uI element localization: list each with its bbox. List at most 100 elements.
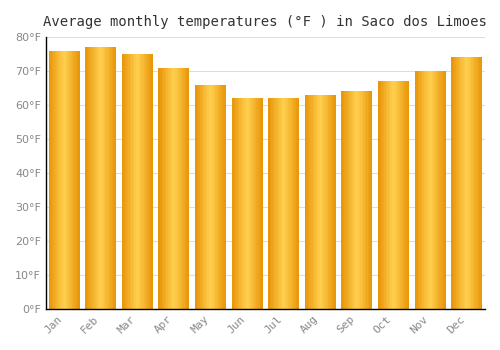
Bar — [246, 98, 247, 309]
Bar — [363, 91, 364, 309]
Bar — [104, 47, 106, 309]
Bar — [378, 81, 380, 309]
Bar — [464, 57, 465, 309]
Bar — [168, 68, 170, 309]
Bar — [101, 47, 102, 309]
Bar — [140, 54, 142, 309]
Bar — [132, 54, 134, 309]
Bar — [305, 95, 306, 309]
Title: Average monthly temperatures (°F ) in Saco dos Limoes: Average monthly temperatures (°F ) in Sa… — [44, 15, 488, 29]
Bar — [440, 71, 441, 309]
Bar — [261, 98, 262, 309]
Bar — [209, 85, 210, 309]
Bar — [458, 57, 459, 309]
Bar — [148, 54, 150, 309]
Bar — [256, 98, 258, 309]
Bar — [107, 47, 108, 309]
Bar — [392, 81, 394, 309]
Bar — [48, 51, 50, 309]
Bar — [242, 98, 244, 309]
Bar — [418, 71, 419, 309]
Bar — [343, 91, 344, 309]
Bar — [125, 54, 126, 309]
Bar — [130, 54, 131, 309]
Bar — [456, 57, 458, 309]
Bar — [102, 47, 104, 309]
Bar — [362, 91, 363, 309]
Bar — [381, 81, 382, 309]
Bar — [160, 68, 162, 309]
Bar — [270, 98, 272, 309]
Bar — [62, 51, 64, 309]
Bar — [370, 91, 371, 309]
Bar — [444, 71, 446, 309]
Bar — [146, 54, 148, 309]
Bar — [472, 57, 473, 309]
Bar — [348, 91, 349, 309]
Bar — [98, 47, 99, 309]
Bar — [398, 81, 400, 309]
Bar — [236, 98, 238, 309]
Bar — [177, 68, 178, 309]
Bar — [333, 95, 334, 309]
Bar — [294, 98, 296, 309]
Bar — [248, 98, 250, 309]
Bar — [404, 81, 406, 309]
Bar — [96, 47, 98, 309]
Bar — [358, 91, 360, 309]
Bar — [400, 81, 402, 309]
Bar — [54, 51, 55, 309]
Bar — [201, 85, 203, 309]
Bar — [419, 71, 421, 309]
Bar — [357, 91, 358, 309]
Bar — [428, 71, 430, 309]
Bar — [290, 98, 292, 309]
Bar — [368, 91, 370, 309]
Bar — [195, 85, 196, 309]
Bar — [158, 68, 160, 309]
Bar — [115, 47, 116, 309]
Bar — [427, 71, 428, 309]
Bar — [220, 85, 222, 309]
Bar — [113, 47, 115, 309]
Bar — [293, 98, 294, 309]
Bar — [222, 85, 223, 309]
Bar — [93, 47, 94, 309]
Bar — [254, 98, 255, 309]
Bar — [166, 68, 168, 309]
Bar — [234, 98, 236, 309]
Bar — [356, 91, 357, 309]
Bar — [402, 81, 403, 309]
Bar — [244, 98, 246, 309]
Bar — [306, 95, 308, 309]
Bar — [214, 85, 215, 309]
Bar — [204, 85, 206, 309]
Bar — [145, 54, 146, 309]
Bar — [288, 98, 290, 309]
Bar — [278, 98, 279, 309]
Bar — [180, 68, 182, 309]
Bar — [424, 71, 426, 309]
Bar — [106, 47, 107, 309]
Bar — [352, 91, 354, 309]
Bar — [74, 51, 75, 309]
Bar — [150, 54, 152, 309]
Bar — [480, 57, 482, 309]
Bar — [240, 98, 241, 309]
Bar — [198, 85, 200, 309]
Bar — [430, 71, 432, 309]
Bar — [75, 51, 76, 309]
Bar — [188, 68, 190, 309]
Bar — [52, 51, 54, 309]
Bar — [468, 57, 470, 309]
Bar — [330, 95, 331, 309]
Bar — [66, 51, 68, 309]
Bar — [322, 95, 324, 309]
Bar — [342, 91, 343, 309]
Bar — [408, 81, 409, 309]
Bar — [292, 98, 293, 309]
Bar — [389, 81, 390, 309]
Bar — [142, 54, 144, 309]
Bar — [324, 95, 325, 309]
Bar — [210, 85, 212, 309]
